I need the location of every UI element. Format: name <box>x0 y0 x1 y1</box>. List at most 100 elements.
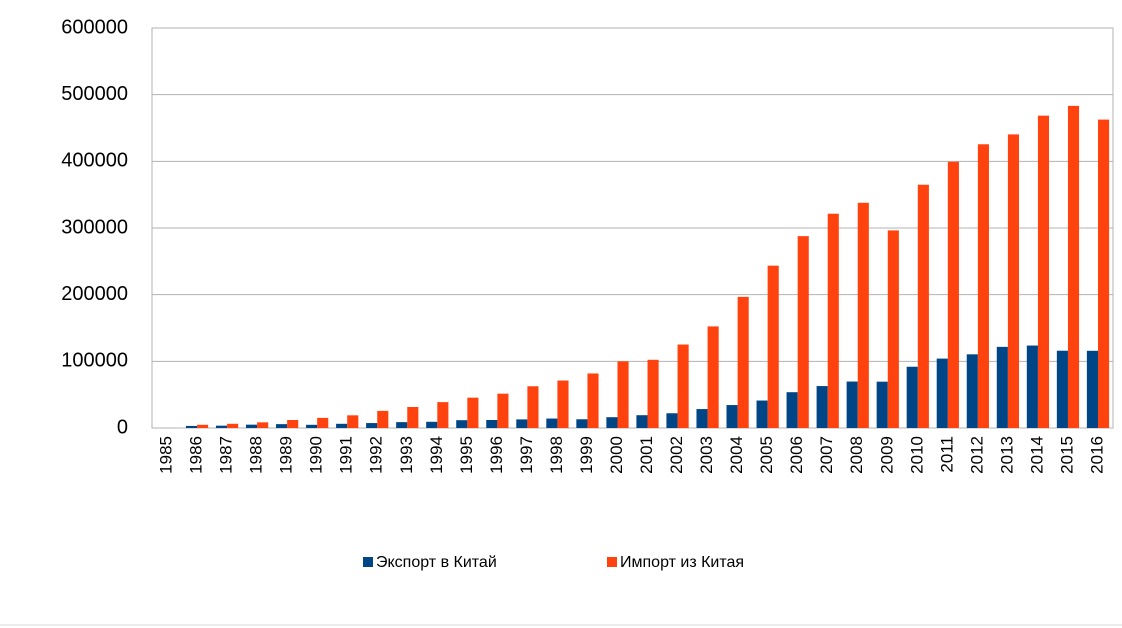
bar <box>696 409 708 428</box>
bar <box>486 420 498 428</box>
bar <box>1056 350 1068 428</box>
x-tick-label: 1995 <box>457 436 476 474</box>
bar <box>557 380 569 428</box>
bar <box>245 424 258 428</box>
y-tick-label: 600000 <box>61 16 128 38</box>
bar <box>306 424 318 428</box>
bar <box>426 421 438 428</box>
x-tick-label: 2012 <box>967 436 986 474</box>
x-tick-label: 2002 <box>667 436 686 474</box>
bar <box>546 418 558 428</box>
x-tick-label: 1993 <box>397 436 416 474</box>
bar <box>336 423 348 428</box>
bar <box>936 358 948 428</box>
bar <box>797 236 809 428</box>
bar <box>587 373 599 428</box>
x-tick-label: 2015 <box>1057 436 1076 474</box>
x-tick-label: 2013 <box>997 436 1016 474</box>
x-tick-label: 2005 <box>757 436 776 474</box>
bar <box>497 393 509 428</box>
bar <box>1086 350 1098 428</box>
bar <box>666 413 678 428</box>
bar <box>767 265 779 428</box>
bar <box>906 366 918 428</box>
legend-swatch <box>607 557 617 567</box>
bar <box>707 326 719 428</box>
x-tick-label: 2010 <box>907 436 926 474</box>
x-tick-label: 1997 <box>517 436 536 474</box>
y-tick-label: 200000 <box>61 283 128 305</box>
bar <box>977 144 989 428</box>
x-tick-label: 2006 <box>787 436 806 474</box>
bar <box>677 344 689 428</box>
y-tick-label: 300000 <box>61 216 128 238</box>
x-tick-label: 2009 <box>877 436 896 474</box>
bar <box>516 419 528 428</box>
x-tick-label: 2016 <box>1087 436 1106 474</box>
bar <box>347 415 359 428</box>
bar <box>437 402 449 428</box>
x-tick-label: 1998 <box>547 436 566 474</box>
bar <box>827 213 839 428</box>
bar <box>876 381 888 428</box>
x-tick-label: 2014 <box>1027 436 1046 474</box>
bar <box>1007 134 1020 428</box>
bar <box>467 397 479 428</box>
bar <box>377 410 389 428</box>
bar <box>786 392 798 428</box>
x-tick-label: 1991 <box>337 436 356 474</box>
x-tick-label: 1987 <box>217 436 236 474</box>
x-tick-label: 1999 <box>577 436 596 474</box>
y-tick-label: 100000 <box>61 350 128 372</box>
bar <box>846 381 858 428</box>
bar <box>317 417 329 428</box>
bar <box>647 359 659 428</box>
x-tick-label: 2001 <box>637 436 656 474</box>
legend-swatch <box>363 557 373 567</box>
bar <box>1067 105 1080 428</box>
bar <box>185 425 198 428</box>
x-tick-label: 1992 <box>367 436 386 474</box>
bar <box>366 423 378 428</box>
legend-label: Экспорт в Китай <box>376 554 497 571</box>
bar <box>617 361 629 428</box>
bar <box>996 346 1008 428</box>
x-tick-label: 1994 <box>427 436 446 474</box>
x-tick-label: 2011 <box>937 436 956 473</box>
bar <box>726 405 738 428</box>
x-tick-label: 2000 <box>607 436 626 474</box>
bar <box>287 420 299 428</box>
bar <box>857 202 869 428</box>
legend-label: Импорт из Китая <box>620 554 744 571</box>
bar <box>606 417 618 428</box>
bar <box>1097 119 1110 428</box>
bar <box>215 425 228 428</box>
bar <box>396 422 408 428</box>
bar <box>576 419 588 428</box>
bar <box>756 400 768 428</box>
bar <box>636 415 648 428</box>
bar <box>966 354 978 428</box>
y-tick-label: 500000 <box>61 83 128 105</box>
bar <box>816 386 828 428</box>
y-tick-label: 400000 <box>61 150 128 172</box>
bar <box>737 296 749 428</box>
x-tick-label: 2003 <box>697 436 716 474</box>
bar <box>257 422 269 428</box>
bar <box>917 184 929 428</box>
bar <box>407 407 419 428</box>
bar <box>227 423 239 428</box>
x-tick-label: 2004 <box>727 436 746 474</box>
bar <box>947 161 959 428</box>
y-tick-label: 0 <box>117 416 128 438</box>
bar <box>197 424 209 428</box>
bar <box>1026 345 1038 428</box>
x-tick-label: 1985 <box>157 436 176 474</box>
x-tick-label: 1996 <box>487 436 506 474</box>
bar <box>527 386 539 428</box>
x-tick-label: 1986 <box>187 436 206 474</box>
bar <box>1037 115 1050 429</box>
x-tick-label: 1990 <box>307 436 326 474</box>
x-tick-label: 2007 <box>817 436 836 474</box>
